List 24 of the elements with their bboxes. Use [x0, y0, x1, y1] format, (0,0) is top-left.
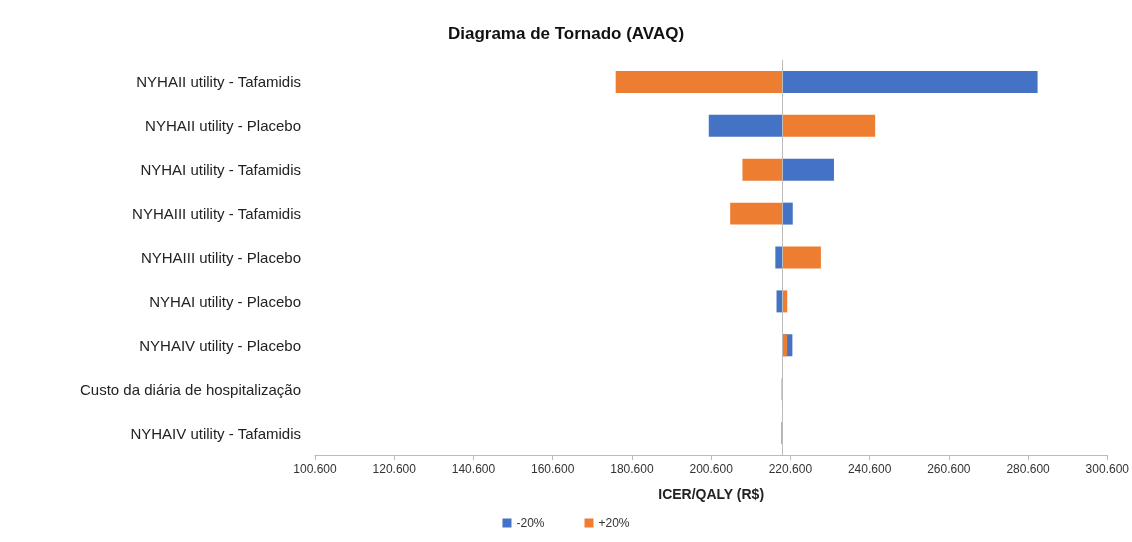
- x-tick-label: 300.600: [1085, 462, 1130, 476]
- y-tick-label: NYHAI utility - Tafamidis: [140, 161, 301, 179]
- legend-label: +20%: [598, 516, 630, 530]
- x-tick-label: 220.600: [768, 462, 813, 476]
- x-tick-label: 160.600: [531, 462, 575, 476]
- x-tick-label: 180.600: [610, 462, 654, 476]
- x-tick-label: 140.600: [451, 462, 496, 476]
- y-tick-label: NYHAIII utility - Tafamidis: [132, 205, 301, 223]
- x-tick-label: 100.600: [293, 462, 338, 476]
- x-tick-label: 260.600: [927, 462, 971, 476]
- y-tick-label: NYHAIII utility - Placebo: [140, 249, 301, 266]
- x-axis-title: ICER/QALY (R$): [658, 486, 765, 502]
- y-tick-label: Custo da diária de hospitalização: [80, 380, 301, 398]
- y-tick-label: NYHAI utility - Placebo: [149, 292, 301, 310]
- y-tick-label: NYHAIV utility - Tafamidis: [130, 424, 301, 442]
- y-tick-label: NYHAII utility - Tafamidis: [136, 73, 301, 91]
- x-tick-label: 280.600: [1006, 462, 1051, 476]
- x-tick-label: 240.600: [847, 462, 892, 476]
- x-tick-label: 200.600: [689, 462, 734, 476]
- chart-title: Diagrama de Tornado (AVAQ): [447, 24, 685, 43]
- x-tick-label: 120.600: [372, 462, 417, 476]
- y-tick-label: NYHAII utility - Placebo: [145, 117, 301, 135]
- legend-label: -20%: [516, 516, 545, 530]
- y-tick-label: NYHAIV utility - Placebo: [139, 336, 301, 354]
